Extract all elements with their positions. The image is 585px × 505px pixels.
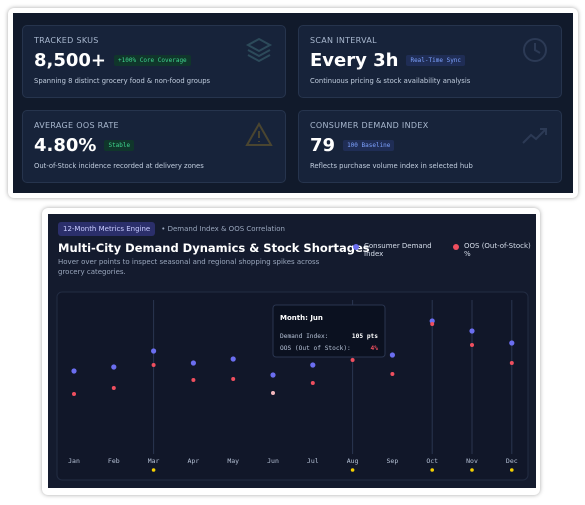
- x-tick-label: Jul: [307, 457, 319, 465]
- tooltip-box: [272, 304, 386, 358]
- data-point: [231, 377, 236, 381]
- x-tick-label: Dec: [506, 457, 518, 465]
- data-point: [390, 372, 395, 376]
- data-point: [151, 348, 157, 354]
- plot-area: [56, 291, 529, 481]
- card-description: Out-of-Stock incidence recorded at deliv…: [34, 162, 204, 170]
- spike-marker: [151, 468, 156, 472]
- data-point: [271, 391, 275, 395]
- legend-item: Consumer Demand Index: [353, 242, 438, 258]
- card-label: SCAN INTERVAL: [310, 36, 377, 45]
- card-label: CONSUMER DEMAND INDEX: [310, 121, 429, 130]
- spike-marker: [430, 468, 435, 472]
- tooltip-value: 4%: [371, 345, 379, 352]
- chart-panel: 12-Month Metrics Engine • Demand Index &…: [48, 214, 536, 488]
- data-point: [310, 381, 315, 385]
- card-icon: [523, 38, 547, 62]
- x-tick-label: Mar: [148, 457, 160, 465]
- chart-header: 12-Month Metrics Engine • Demand Index &…: [58, 222, 285, 236]
- metric-card: TRACKED SKUS 8,500+ +100% Core Coverage Spa…: [22, 25, 286, 98]
- legend-label: Consumer Demand Index: [364, 242, 432, 258]
- tooltip-title: Month: Jun: [280, 314, 323, 322]
- data-point: [389, 352, 395, 358]
- card-row: 79 100 Baseline: [310, 135, 550, 156]
- data-point: [72, 392, 76, 396]
- legend-label: OOS (Out-of-Stock) %: [464, 242, 531, 258]
- metric-card: CONSUMER DEMAND INDEX 79 100 Baseline Refle…: [298, 110, 562, 183]
- x-tick-label: Oct: [426, 457, 438, 465]
- metric-card: SCAN INTERVAL Every 3h Real-Time Sync Conti…: [298, 25, 562, 98]
- card-badge: Real-Time Sync: [406, 55, 466, 66]
- card-label: TRACKED SKUS: [34, 36, 99, 45]
- legend-item: OOS (Out-of-Stock) %: [453, 242, 531, 258]
- card-row: Every 3h Real-Time Sync: [310, 50, 550, 71]
- card-label: AVERAGE OOS RATE: [34, 121, 119, 130]
- data-point: [350, 358, 355, 362]
- data-point: [429, 318, 435, 324]
- card-badge: 100 Baseline: [343, 140, 395, 151]
- data-point: [111, 386, 116, 390]
- data-point: [430, 322, 435, 326]
- chart-subtitle: Hover over points to inspect seasonal an…: [58, 258, 320, 276]
- card-icon: [245, 121, 273, 146]
- data-point: [111, 364, 117, 370]
- data-point: [469, 328, 475, 334]
- breadcrumb: • Demand Index & OOS Correlation: [161, 225, 285, 233]
- spike-marker: [510, 468, 514, 472]
- card-value: 4.80%: [34, 135, 97, 156]
- x-tick-label: May: [227, 457, 239, 465]
- x-tick-label: Nov: [466, 457, 478, 465]
- card-value: Every 3h: [310, 50, 399, 71]
- data-point: [509, 340, 515, 346]
- chart: Jan Feb Mar Apr May Jun Jul Aug Sep Oct Nov Dec Mont…: [56, 291, 529, 481]
- legend-swatch: [353, 244, 359, 250]
- spike-marker: [350, 468, 355, 472]
- metrics-frame: TRACKED SKUS 8,500+ +100% Core Coverage Spa…: [8, 8, 578, 198]
- x-tick-label: Aug: [347, 457, 359, 465]
- x-tick-label: Jan: [68, 457, 80, 465]
- card-icon: [245, 37, 273, 63]
- metric-card: AVERAGE OOS RATE 4.80% Stable Out-of-Stock …: [22, 110, 286, 183]
- tooltip-label: Demand Index:: [280, 333, 328, 340]
- data-point: [509, 361, 514, 365]
- card-icon: [522, 128, 547, 144]
- chart-frame: 12-Month Metrics Engine • Demand Index &…: [42, 208, 540, 495]
- metrics-panel: TRACKED SKUS 8,500+ +100% Core Coverage Spa…: [13, 13, 573, 193]
- card-description: Continuous pricing & stock availability …: [310, 77, 471, 85]
- data-point: [270, 372, 276, 378]
- data-point: [71, 368, 77, 374]
- x-tick-label: Jun: [267, 457, 279, 465]
- data-point: [190, 360, 196, 366]
- spike-marker: [470, 468, 474, 472]
- x-tick-label: Feb: [108, 457, 120, 465]
- card-badge: +100% Core Coverage: [114, 55, 191, 66]
- legend-swatch: [453, 244, 459, 250]
- data-point: [470, 343, 474, 347]
- x-tick-label: Sep: [387, 457, 399, 465]
- data-point: [230, 356, 236, 362]
- data-point: [310, 362, 316, 368]
- data-point: [151, 363, 156, 367]
- card-description: Spanning 8 distinct grocery food & non-f…: [34, 77, 211, 85]
- engine-badge: 12-Month Metrics Engine: [58, 222, 156, 236]
- chart-title: Multi-City Demand Dynamics & Stock Short…: [58, 241, 370, 255]
- card-row: 8,500+ +100% Core Coverage: [34, 50, 274, 71]
- card-row: 4.80% Stable: [34, 135, 274, 156]
- card-value: 79: [310, 135, 336, 156]
- tooltip-label: OOS (Out of Stock):: [280, 345, 351, 352]
- card-value: 8,500+: [34, 50, 107, 71]
- card-description: Reflects purchase volume index in select…: [310, 162, 473, 170]
- tooltip-value: 105 pts: [352, 333, 378, 340]
- card-badge: Stable: [104, 140, 135, 151]
- x-tick-label: Apr: [188, 457, 200, 465]
- data-point: [191, 378, 196, 382]
